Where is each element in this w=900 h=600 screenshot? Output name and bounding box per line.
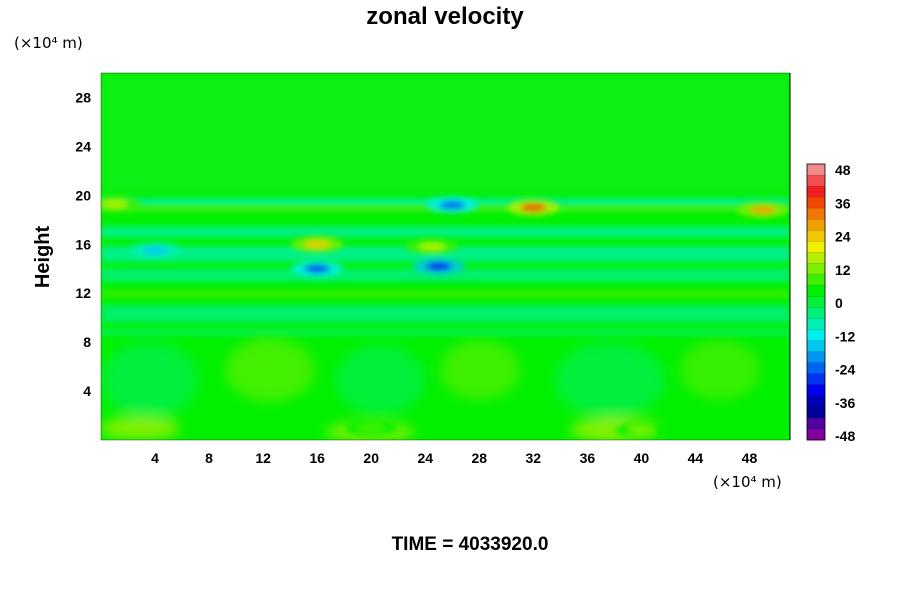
colorbar-swatch-16 bbox=[807, 340, 825, 352]
feature-core-9 bbox=[628, 426, 655, 435]
x-tick-20: 20 bbox=[363, 450, 379, 466]
colorbar-tick-5: -12 bbox=[835, 328, 855, 344]
colorbar-swatch-22 bbox=[807, 406, 825, 419]
colorbar-swatch-19 bbox=[807, 373, 825, 386]
colorbar-swatch-8 bbox=[807, 252, 825, 264]
colorbar-swatch-10 bbox=[807, 274, 825, 286]
feature-core-1 bbox=[304, 240, 331, 249]
x-tick-16: 16 bbox=[309, 450, 325, 466]
x-tick-36: 36 bbox=[580, 450, 596, 466]
colorbar-swatch-21 bbox=[807, 395, 825, 408]
band-green-5 bbox=[101, 290, 790, 298]
x-tick-40: 40 bbox=[634, 450, 650, 466]
y-tick-12: 12 bbox=[75, 285, 91, 301]
colorbar-swatch-1 bbox=[807, 175, 825, 187]
y-axis-label: Height bbox=[32, 226, 54, 289]
x-tick-labels: 4 8 12 16 20 24 28 32 36 40 44 48 bbox=[151, 450, 757, 466]
colorbar-tick-2: 24 bbox=[835, 229, 851, 245]
colorbar-tick-0: 48 bbox=[835, 162, 851, 178]
y-tick-8: 8 bbox=[83, 334, 91, 350]
colorbar-swatch-20 bbox=[807, 384, 825, 397]
y-tick-28: 28 bbox=[75, 89, 91, 105]
colorbar-tick-8: -48 bbox=[835, 428, 855, 444]
feature-core-0 bbox=[142, 246, 169, 255]
band-cyan-3 bbox=[101, 246, 790, 262]
feature-core-3 bbox=[418, 242, 445, 251]
heatmap-plot-area bbox=[101, 73, 790, 440]
colorbar-swatch-11 bbox=[807, 285, 825, 297]
band-cyan-2 bbox=[101, 226, 790, 238]
feature-core-6 bbox=[520, 203, 547, 212]
colorbar-swatch-23 bbox=[807, 417, 825, 430]
x-tick-32: 32 bbox=[526, 450, 542, 466]
feature-core-8 bbox=[101, 199, 128, 208]
band-cyan-4 bbox=[101, 268, 790, 282]
colorbar-tick-7: -36 bbox=[835, 395, 855, 411]
feature-core-5 bbox=[439, 201, 466, 210]
colorbar-swatch-14 bbox=[807, 318, 825, 330]
chart-title: zonal velocity bbox=[366, 3, 524, 30]
colorbar-swatch-0 bbox=[807, 164, 825, 176]
feature-core-7 bbox=[749, 206, 776, 215]
feature-core-10 bbox=[358, 423, 385, 432]
band-cyan-7 bbox=[101, 328, 790, 336]
colorbar-frame bbox=[806, 163, 826, 441]
colorbar-swatch-6 bbox=[807, 230, 825, 242]
colorbar-swatch-3 bbox=[807, 197, 825, 209]
colorbar-tick-3: 12 bbox=[835, 262, 851, 278]
feature-core-4 bbox=[425, 262, 452, 271]
colorbar bbox=[806, 163, 826, 441]
colorbar-swatch-7 bbox=[807, 241, 825, 253]
time-footer: TIME = 4033920.0 bbox=[392, 534, 549, 555]
x-tick-44: 44 bbox=[688, 450, 704, 466]
colorbar-swatch-2 bbox=[807, 186, 825, 198]
colorbar-swatch-18 bbox=[807, 362, 825, 375]
colorbar-swatch-13 bbox=[807, 307, 825, 319]
colorbar-tick-1: 36 bbox=[835, 195, 851, 211]
x-tick-48: 48 bbox=[742, 450, 758, 466]
x-tick-12: 12 bbox=[255, 450, 271, 466]
colorbar-swatch-24 bbox=[807, 428, 825, 441]
x-tick-8: 8 bbox=[205, 450, 213, 466]
x-tick-4: 4 bbox=[151, 450, 159, 466]
colorbar-tick-4: 0 bbox=[835, 295, 843, 311]
upper-band bbox=[101, 75, 790, 195]
x-tick-28: 28 bbox=[471, 450, 487, 466]
y-tick-20: 20 bbox=[75, 187, 91, 203]
colorbar-swatch-15 bbox=[807, 329, 825, 341]
y-tick-labels: 4 8 12 16 20 24 28 bbox=[75, 89, 91, 399]
colorbar-swatch-9 bbox=[807, 263, 825, 275]
colorbar-swatch-5 bbox=[807, 219, 825, 231]
x-tick-24: 24 bbox=[417, 450, 433, 466]
feature-core-2 bbox=[304, 264, 331, 273]
y-tick-4: 4 bbox=[83, 383, 91, 399]
colorbar-swatch-17 bbox=[807, 351, 825, 364]
y-unit-label: (×10⁴ m) bbox=[14, 34, 83, 52]
y-tick-16: 16 bbox=[75, 236, 91, 252]
y-tick-24: 24 bbox=[75, 138, 91, 154]
x-unit-label: (×10⁴ m) bbox=[713, 473, 782, 491]
colorbar-swatch-4 bbox=[807, 208, 825, 220]
colorbar-tick-6: -24 bbox=[835, 362, 855, 378]
velocity-features bbox=[101, 195, 789, 439]
band-cyan-6 bbox=[101, 305, 790, 323]
colorbar-tick-labels: 48 36 24 12 0 -12 -24 -36 -48 bbox=[835, 162, 855, 444]
colorbar-swatch-12 bbox=[807, 296, 825, 308]
